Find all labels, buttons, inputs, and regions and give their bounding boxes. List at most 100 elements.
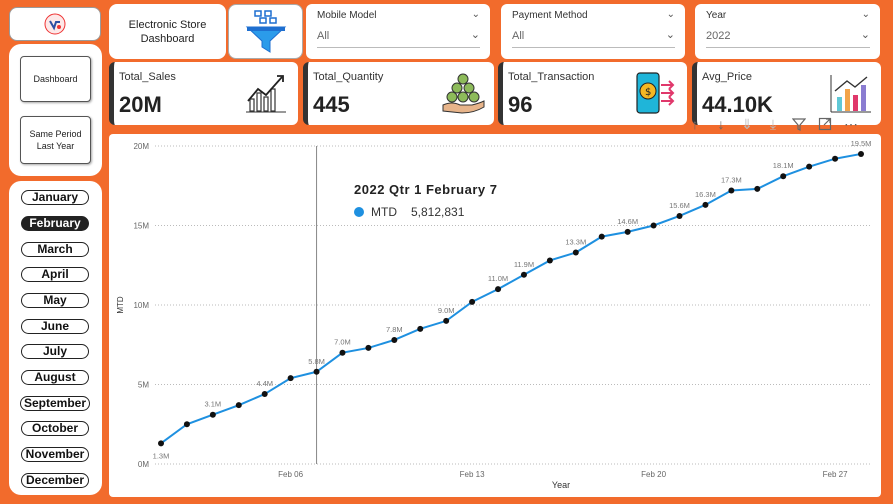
data-label: 3.1M bbox=[205, 400, 222, 409]
month-button-april[interactable]: April bbox=[21, 267, 89, 282]
data-point bbox=[287, 375, 294, 382]
chevron-down-icon[interactable]: ⌄ bbox=[861, 9, 870, 20]
data-label: 4.4M bbox=[256, 379, 273, 388]
tooltip-title: 2022 Qtr 1 February 7 bbox=[354, 182, 497, 197]
coins-hand-icon bbox=[442, 73, 485, 114]
y-axis-title: MTD bbox=[116, 296, 125, 314]
data-point bbox=[676, 212, 683, 219]
more-options-icon[interactable]: ⋯ bbox=[844, 115, 858, 132]
data-point bbox=[728, 187, 735, 194]
data-point bbox=[520, 271, 527, 278]
kpi-value: 20M bbox=[119, 92, 162, 117]
kpi-label: Avg_Price bbox=[702, 71, 752, 83]
navigation-panel: Dashboard Same Period Last Year bbox=[9, 44, 102, 176]
drill-down-icon[interactable]: ↓ bbox=[717, 116, 725, 132]
chevron-down-icon[interactable]: ⌄ bbox=[666, 9, 675, 20]
data-label: 13.3M bbox=[565, 238, 586, 247]
x-axis-title: Year bbox=[552, 480, 570, 490]
page-title-text: Electronic Store Dashboard bbox=[128, 18, 207, 45]
month-button-october[interactable]: October bbox=[21, 421, 89, 436]
funnel-filter-icon bbox=[245, 9, 286, 53]
data-label: 19.5M bbox=[851, 139, 872, 148]
data-point bbox=[469, 298, 476, 305]
data-label: 9.0M bbox=[438, 306, 455, 315]
data-point bbox=[754, 185, 761, 192]
x-tick-label: Feb 27 bbox=[823, 470, 848, 479]
chevron-down-icon[interactable]: ⌄ bbox=[665, 29, 675, 41]
kpi-total-sales: Total_Sales 20M bbox=[109, 62, 298, 125]
visual-header-toolbar: ↑ ↓ ⇓ ⤓ ⋯ bbox=[682, 113, 880, 135]
month-button-january[interactable]: January bbox=[21, 190, 89, 205]
year-value[interactable]: 2022 bbox=[706, 30, 870, 48]
month-slicer-panel: January February March April May June Ju… bbox=[9, 181, 102, 495]
kpi-avg-price: Avg_Price 44.10K bbox=[692, 62, 881, 125]
data-point bbox=[546, 257, 553, 264]
month-button-december[interactable]: December bbox=[21, 473, 89, 488]
month-button-november[interactable]: November bbox=[21, 447, 89, 462]
year-slicer[interactable]: Year ⌄ 2022 ⌄ bbox=[695, 4, 880, 59]
data-point bbox=[495, 286, 502, 293]
mobile-model-value[interactable]: All bbox=[317, 30, 480, 48]
y-tick-label: 5M bbox=[138, 381, 149, 390]
bar-chart-icon bbox=[830, 75, 871, 113]
filter-pane-button[interactable] bbox=[228, 4, 303, 59]
data-point bbox=[417, 325, 424, 332]
kpi-label: Total_Quantity bbox=[313, 71, 384, 83]
kpi-label: Total_Transaction bbox=[508, 71, 595, 83]
month-button-july[interactable]: July bbox=[21, 344, 89, 359]
data-label: 16.3M bbox=[695, 190, 716, 199]
kpi-value: 44.10K bbox=[702, 92, 773, 117]
data-point bbox=[624, 228, 631, 235]
focus-mode-icon[interactable] bbox=[812, 114, 838, 134]
data-label: 15.6M bbox=[669, 201, 690, 210]
month-button-june[interactable]: June bbox=[21, 319, 89, 334]
month-button-september[interactable]: September bbox=[20, 396, 90, 411]
kpi-label: Total_Sales bbox=[119, 71, 176, 83]
data-point bbox=[235, 402, 242, 409]
same-period-last-year-button[interactable]: Same Period Last Year bbox=[20, 116, 91, 164]
month-button-may[interactable]: May bbox=[21, 293, 89, 308]
data-label: 17.3M bbox=[721, 176, 742, 185]
chevron-down-icon[interactable]: ⌄ bbox=[860, 29, 870, 41]
data-point bbox=[832, 155, 839, 162]
payment-method-title: Payment Method bbox=[512, 10, 588, 21]
data-label: 7.0M bbox=[334, 338, 351, 347]
y-tick-label: 10M bbox=[133, 301, 149, 310]
payment-method-slicer[interactable]: Payment Method ⌄ All ⌄ bbox=[501, 4, 685, 59]
payment-method-value[interactable]: All bbox=[512, 30, 675, 48]
data-point bbox=[391, 336, 398, 343]
y-tick-label: 20M bbox=[133, 142, 149, 151]
month-button-august[interactable]: August bbox=[21, 370, 89, 385]
dashboard-button[interactable]: Dashboard bbox=[20, 56, 91, 102]
y-tick-label: 15M bbox=[133, 222, 149, 231]
y-tick-label: 0M bbox=[138, 460, 149, 469]
tooltip-series-name: MTD bbox=[371, 205, 397, 219]
data-label: 11.0M bbox=[488, 274, 508, 283]
expand-all-icon[interactable]: ⤓ bbox=[769, 115, 777, 132]
x-tick-label: Feb 13 bbox=[460, 470, 485, 479]
phone-payment-icon: $ bbox=[636, 72, 675, 114]
data-label: 18.1M bbox=[773, 161, 794, 170]
kpi-total-transaction: Total_Transaction 96 $ bbox=[498, 62, 687, 125]
month-button-march[interactable]: March bbox=[21, 242, 89, 257]
data-point bbox=[183, 421, 190, 428]
chevron-down-icon[interactable]: ⌄ bbox=[471, 9, 480, 20]
data-point bbox=[339, 349, 346, 356]
data-point bbox=[650, 222, 657, 229]
data-label: 5.8M bbox=[308, 357, 325, 366]
chevron-down-icon[interactable]: ⌄ bbox=[470, 29, 480, 41]
expand-next-level-icon[interactable]: ⇓ bbox=[741, 115, 753, 132]
series-line-mtd bbox=[160, 152, 862, 445]
data-point bbox=[702, 201, 709, 208]
filter-icon[interactable] bbox=[786, 114, 812, 134]
month-button-february[interactable]: February bbox=[21, 216, 89, 231]
data-point bbox=[365, 344, 372, 351]
tooltip-legend-dot bbox=[354, 207, 364, 217]
drill-up-icon[interactable]: ↑ bbox=[691, 116, 699, 132]
mobile-model-title: Mobile Model bbox=[317, 10, 377, 21]
svg-text:$: $ bbox=[645, 87, 651, 98]
data-point bbox=[598, 233, 605, 240]
data-point bbox=[209, 411, 216, 418]
mobile-model-slicer[interactable]: Mobile Model ⌄ All ⌄ bbox=[306, 4, 490, 59]
data-point bbox=[806, 163, 813, 170]
